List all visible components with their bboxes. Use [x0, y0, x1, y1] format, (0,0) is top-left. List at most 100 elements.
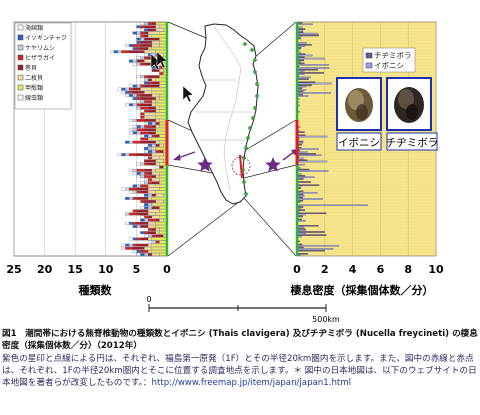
- left-bar-segment: [147, 34, 152, 38]
- left-bar-segment: [117, 153, 122, 157]
- station-dot: [242, 180, 246, 184]
- left-bar-segment: [147, 134, 152, 138]
- left-bar-segment: [140, 28, 145, 32]
- left-bar-segment: [159, 72, 164, 75]
- right-tick-2: 2: [321, 263, 329, 276]
- right-bar-chijimibora: [296, 72, 324, 74]
- left-tick-25: 25: [6, 263, 21, 276]
- left-bar-segment: [155, 147, 168, 150]
- left-bar-segment: [136, 172, 141, 175]
- left-bar-segment: [155, 225, 168, 228]
- left-bar-segment: [132, 237, 137, 241]
- left-bar-segment: [125, 246, 133, 250]
- left-bar-segment: [155, 128, 168, 132]
- left-bar-segment: [140, 34, 145, 38]
- left-bar-segment: [140, 100, 145, 104]
- left-bar-segment: [151, 34, 168, 38]
- left-bar-segment: [132, 118, 137, 122]
- right-bar-ibonishi: [296, 76, 311, 79]
- left-bar-segment: [117, 50, 122, 54]
- left-bar-segment: [136, 153, 152, 157]
- left-bar-segment: [136, 103, 141, 107]
- right-bar-ibonishi: [296, 170, 329, 172]
- left-bar-segment: [144, 37, 160, 41]
- left-bar-segment: [140, 253, 145, 256]
- prefecture-lines: [213, 25, 242, 191]
- left-bar-segment: [144, 34, 149, 38]
- left-bar-segment: [151, 22, 156, 26]
- station-dot: [253, 70, 257, 74]
- left-bar-segment: [159, 69, 164, 72]
- right-bar-ibonishi: [296, 89, 307, 91]
- left-bar-segment: [155, 100, 168, 104]
- station-dot: [255, 94, 259, 98]
- left-bar-segment: [159, 218, 164, 222]
- left-bar-segment: [125, 243, 130, 247]
- left-bar-segment: [147, 172, 152, 175]
- left-legend-swatch: [17, 64, 24, 71]
- left-bar-segment: [132, 184, 137, 188]
- left-bar-segment: [132, 128, 137, 132]
- left-bar-segment: [136, 253, 141, 256]
- left-bar-segment: [144, 53, 149, 57]
- left-bar-segment: [125, 196, 130, 200]
- left-bar-segment: [125, 221, 130, 225]
- left-bar-segment: [132, 84, 137, 88]
- left-bar-segment: [151, 40, 160, 44]
- caption-url-link[interactable]: http://www.freemap.jp/item/japan/japan1.…: [151, 378, 352, 389]
- left-bar-segment: [125, 187, 130, 191]
- left-bar-segment: [155, 125, 160, 128]
- right-star-icon: [265, 157, 281, 172]
- left-bar-segment: [147, 225, 156, 228]
- left-bar-segment: [151, 78, 156, 82]
- left-bar-segment: [140, 181, 145, 185]
- left-bar-segment: [147, 218, 156, 222]
- left-bar-segment: [121, 153, 126, 157]
- left-bar-segment: [132, 250, 137, 253]
- left-bar-segment: [140, 81, 145, 85]
- left-bar-segment: [147, 184, 156, 188]
- left-bar-segment: [121, 187, 126, 191]
- left-bar-segment: [140, 84, 145, 88]
- left-bar-segment: [147, 206, 152, 210]
- left-bar-segment: [151, 253, 160, 256]
- ibonishi-photo-label: イボニシ: [338, 137, 380, 149]
- left-bar-segment: [136, 237, 141, 241]
- chijimibora-label-box: [386, 132, 438, 151]
- right-bars: [296, 22, 368, 256]
- left-bar-segment: [140, 44, 152, 47]
- left-bar-segment: [147, 212, 156, 216]
- right-bar-ibonishi: [296, 54, 313, 57]
- left-bar-segment: [144, 134, 149, 138]
- left-bar-segment: [132, 87, 141, 91]
- left-bar-segment: [155, 175, 160, 178]
- left-bar-segment: [132, 44, 141, 47]
- left-bar-segment: [144, 118, 156, 122]
- left-bar-segment: [140, 237, 149, 241]
- left-bar-segment: [136, 118, 145, 122]
- left-bar-segment: [144, 128, 156, 132]
- left-bar-segment: [144, 246, 152, 250]
- left-legend-swatch: [17, 44, 24, 51]
- left-bar-segment: [128, 140, 133, 144]
- station-dot: [253, 58, 257, 62]
- right-bar-chijimibora: [296, 153, 317, 155]
- left-bar-segment: [147, 156, 152, 160]
- left-bar-segment: [151, 237, 168, 241]
- left-bar-segment: [147, 122, 152, 125]
- left-bar-segment: [125, 94, 130, 97]
- left-bar-segment: [136, 40, 141, 44]
- left-legend-box: [14, 22, 72, 110]
- left-bar-segment: [155, 22, 168, 26]
- figure-caption: 図1 潮間帯における無脊椎動物の種類数とイボニシ (Thais claviger…: [2, 328, 478, 389]
- left-bar-segment: [132, 209, 137, 213]
- left-bar-segment: [125, 103, 130, 107]
- left-bar-segment: [147, 209, 160, 213]
- left-bar-segment: [155, 109, 160, 113]
- left-bar-segment: [144, 218, 149, 222]
- right-bar-ibonishi: [296, 204, 368, 206]
- left-bar-segment: [147, 253, 152, 256]
- left-tick-5: 5: [133, 263, 141, 276]
- left-bar-segment: [132, 103, 137, 107]
